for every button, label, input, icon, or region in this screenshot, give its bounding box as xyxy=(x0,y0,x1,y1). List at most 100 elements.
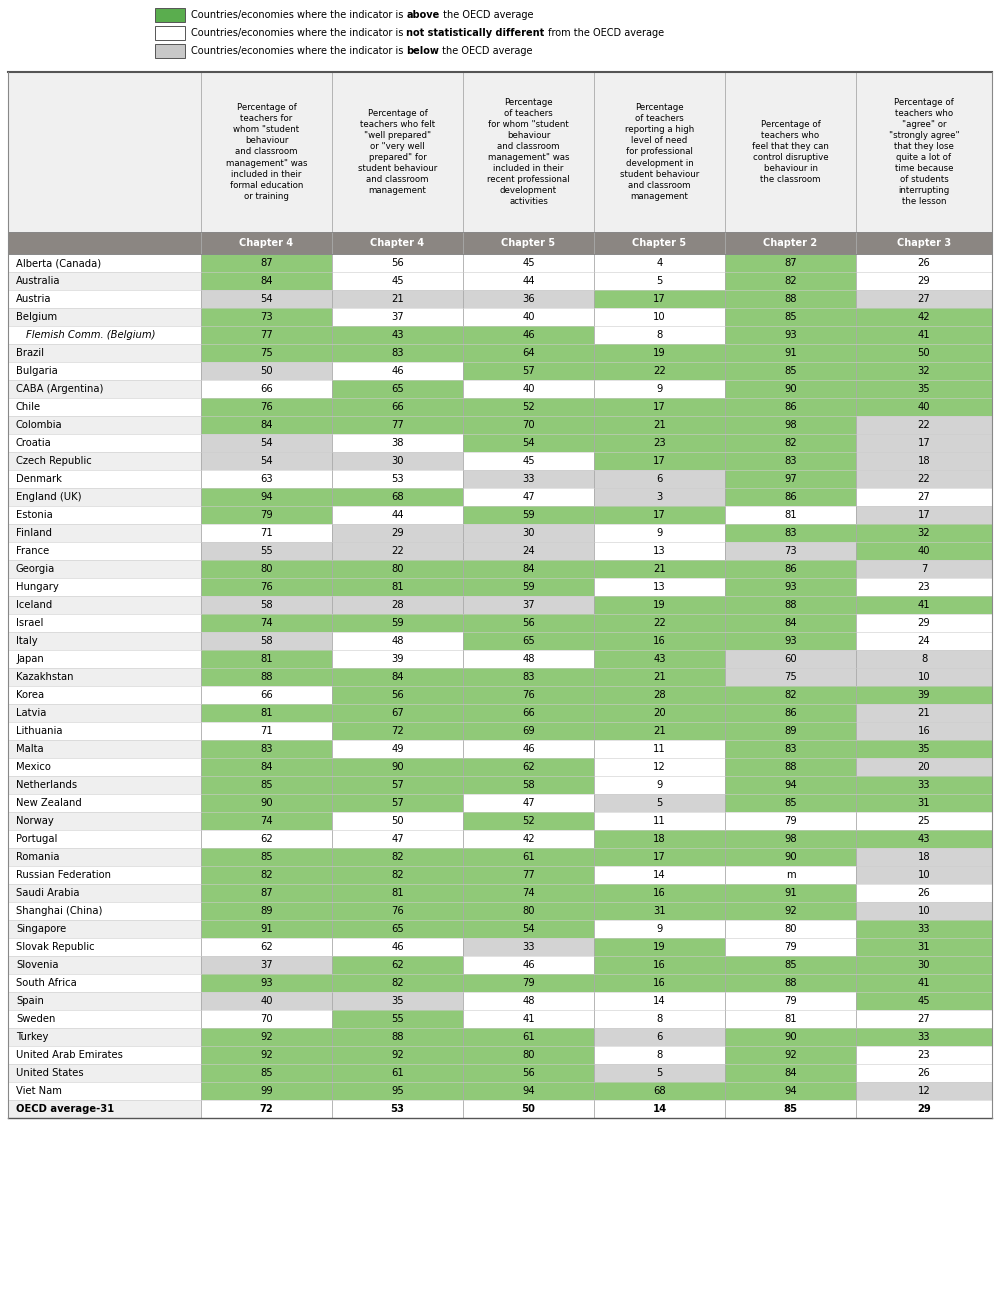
Bar xyxy=(725,974,856,992)
Text: not statistically different: not statistically different xyxy=(406,27,545,38)
Text: 22: 22 xyxy=(391,546,404,555)
Bar xyxy=(332,938,463,955)
Text: 54: 54 xyxy=(522,924,535,935)
Bar xyxy=(332,308,463,325)
Bar xyxy=(332,596,463,614)
Text: 16: 16 xyxy=(653,961,666,970)
Text: 83: 83 xyxy=(522,672,535,682)
Text: 9: 9 xyxy=(656,384,663,393)
Text: 12: 12 xyxy=(653,762,666,772)
Text: 79: 79 xyxy=(784,816,797,826)
Text: Alberta (Canada): Alberta (Canada) xyxy=(16,257,101,268)
Bar xyxy=(856,974,992,992)
Bar xyxy=(463,721,594,740)
Bar xyxy=(8,867,201,884)
Bar xyxy=(725,1100,856,1117)
Text: 16: 16 xyxy=(653,887,666,898)
Bar xyxy=(332,434,463,452)
Text: Japan: Japan xyxy=(16,654,44,664)
Bar xyxy=(594,1010,725,1029)
Bar xyxy=(332,524,463,542)
Text: 47: 47 xyxy=(391,834,404,844)
Bar xyxy=(594,992,725,1010)
Bar xyxy=(725,399,856,416)
Text: 12: 12 xyxy=(918,1086,930,1097)
Text: 88: 88 xyxy=(260,672,273,682)
Text: Italy: Italy xyxy=(16,637,38,646)
Text: 81: 81 xyxy=(391,887,404,898)
Bar xyxy=(856,344,992,362)
Bar xyxy=(725,830,856,848)
Text: 22: 22 xyxy=(918,420,930,430)
Bar xyxy=(8,776,201,793)
Text: 92: 92 xyxy=(784,1050,797,1060)
Text: 76: 76 xyxy=(391,906,404,916)
Text: 84: 84 xyxy=(522,565,535,574)
Bar xyxy=(594,867,725,884)
Text: CABA (Argentina): CABA (Argentina) xyxy=(16,384,103,393)
Bar xyxy=(856,633,992,650)
Text: Percentage
of teachers
for whom "student
behaviour
and classroom
management" was: Percentage of teachers for whom "student… xyxy=(487,98,570,207)
Text: 62: 62 xyxy=(522,762,535,772)
Text: 67: 67 xyxy=(391,708,404,718)
Text: 30: 30 xyxy=(918,961,930,970)
Text: 86: 86 xyxy=(784,708,797,718)
Text: 39: 39 xyxy=(391,654,404,664)
Text: Hungary: Hungary xyxy=(16,582,59,592)
Bar xyxy=(594,668,725,686)
Text: 74: 74 xyxy=(522,887,535,898)
Text: 31: 31 xyxy=(653,906,666,916)
Bar xyxy=(8,668,201,686)
Text: 33: 33 xyxy=(522,942,535,951)
Bar xyxy=(463,758,594,776)
Bar xyxy=(8,290,201,308)
Text: Australia: Australia xyxy=(16,276,60,286)
Bar xyxy=(463,471,594,488)
Bar xyxy=(463,344,594,362)
Bar xyxy=(201,721,332,740)
Bar xyxy=(856,380,992,399)
Bar xyxy=(332,830,463,848)
Text: 44: 44 xyxy=(391,510,404,520)
Text: 79: 79 xyxy=(784,942,797,951)
Text: 59: 59 xyxy=(522,510,535,520)
Text: 80: 80 xyxy=(391,565,404,574)
Text: 21: 21 xyxy=(391,294,404,305)
Bar xyxy=(594,506,725,524)
Text: 62: 62 xyxy=(391,961,404,970)
Bar xyxy=(332,776,463,793)
Text: 90: 90 xyxy=(784,1033,797,1042)
Text: 6: 6 xyxy=(656,474,663,484)
Text: 43: 43 xyxy=(918,834,930,844)
Bar xyxy=(856,416,992,434)
Bar xyxy=(856,721,992,740)
Bar xyxy=(856,650,992,668)
Bar xyxy=(594,344,725,362)
Text: 37: 37 xyxy=(522,600,535,610)
Bar xyxy=(332,740,463,758)
Bar xyxy=(463,812,594,830)
Text: 33: 33 xyxy=(522,474,535,484)
Text: 65: 65 xyxy=(391,384,404,393)
Text: 18: 18 xyxy=(918,456,930,467)
Text: 31: 31 xyxy=(918,942,930,951)
Text: 61: 61 xyxy=(522,852,535,863)
Bar xyxy=(8,399,201,416)
Text: m: m xyxy=(786,870,795,880)
Text: 8: 8 xyxy=(656,1014,663,1023)
Bar xyxy=(594,488,725,506)
Bar xyxy=(332,1082,463,1100)
Bar xyxy=(725,308,856,325)
Bar xyxy=(856,290,992,308)
Text: England (UK): England (UK) xyxy=(16,491,82,502)
Text: 85: 85 xyxy=(784,312,797,322)
Text: 84: 84 xyxy=(784,1068,797,1078)
Bar xyxy=(201,812,332,830)
Bar xyxy=(463,524,594,542)
Text: 47: 47 xyxy=(522,491,535,502)
Bar xyxy=(856,884,992,902)
Text: 9: 9 xyxy=(656,924,663,935)
Bar xyxy=(201,686,332,704)
Text: 87: 87 xyxy=(784,257,797,268)
Bar xyxy=(856,399,992,416)
